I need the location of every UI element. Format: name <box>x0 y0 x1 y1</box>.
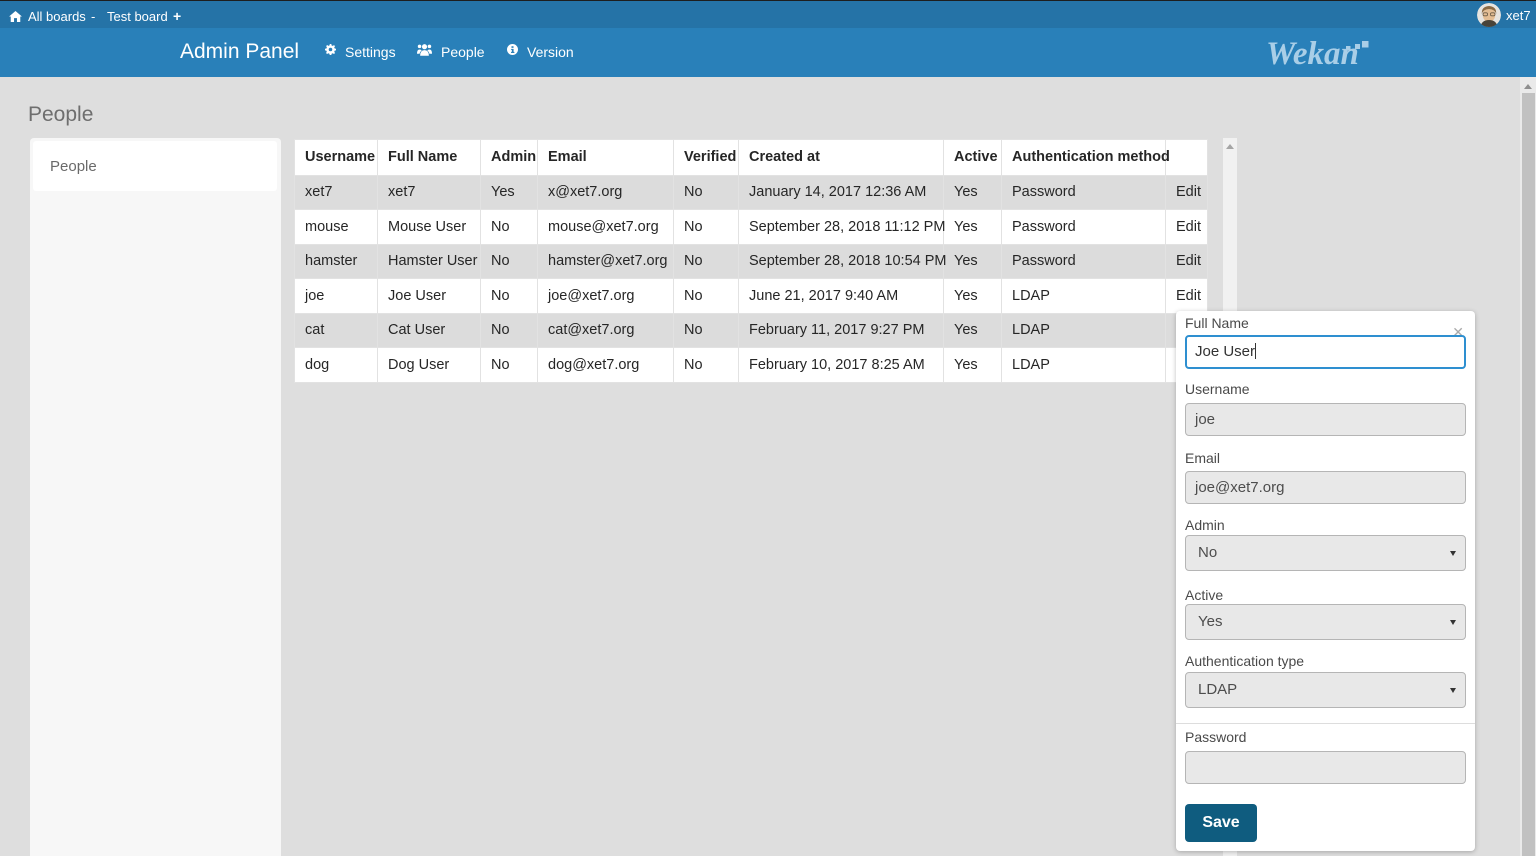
svg-text:Wekan: Wekan <box>1266 36 1359 72</box>
